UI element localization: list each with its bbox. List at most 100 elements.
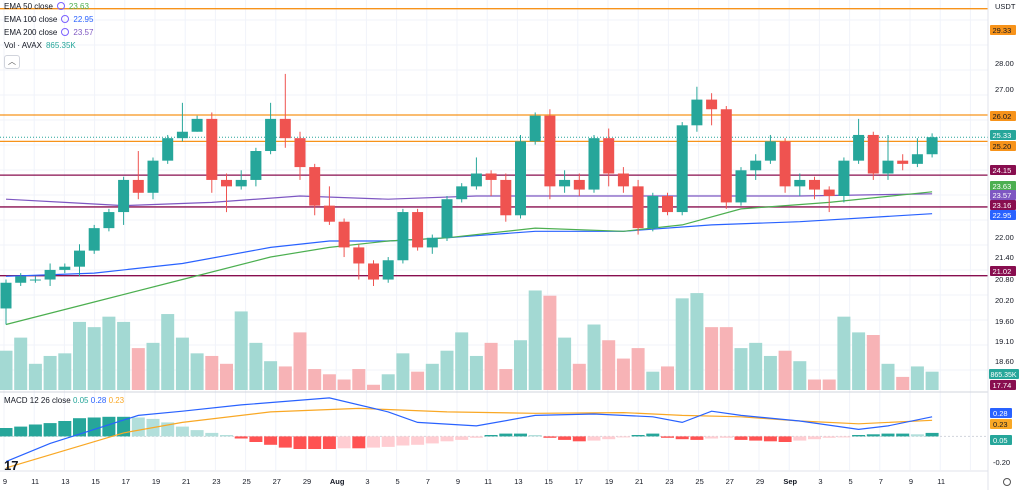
candle-body [265,118,277,152]
macd-histogram-bar [881,433,895,437]
candle-body [338,221,350,248]
candle-body [676,125,688,213]
macd-histogram-bar [308,436,322,449]
candle-body [426,237,438,248]
time-tick: 17 [122,477,130,486]
candle-body [221,179,232,187]
time-tick: 5 [849,477,853,486]
volume-bar [808,379,821,390]
candle-body [147,160,159,193]
macd-histogram-bar [572,436,586,442]
volume-bar [220,363,233,390]
macd-histogram-bar [367,436,380,448]
macd-label: 0.05 [993,436,1008,445]
macd-histogram-bar [646,433,660,437]
candle-body [176,131,188,139]
candle-body [926,137,938,155]
candle-body [309,167,321,206]
ema200-line [5,193,933,207]
volume-bar [352,369,366,390]
macd-label-box [990,408,1012,418]
volume-bar [264,361,278,390]
macd-histogram-bar [440,436,454,442]
macd-histogram-bar [543,436,557,438]
price-tick: 19.10 [995,337,1014,346]
candle-body [397,212,409,261]
macd-histogram-bar [499,433,513,437]
ema50-legend: EMA 50 close 23.63 [4,0,89,13]
candle-body [515,141,526,216]
macd-hist-value: 0.05 [72,396,89,405]
macd-histogram-bar [558,436,572,440]
candle-body [59,266,71,270]
candle-body [235,179,247,187]
time-tick: 27 [726,477,734,486]
macd-histogram-bar [469,436,483,438]
macd-histogram-bar [425,436,439,444]
volume-bar [837,316,851,390]
macd-histogram-bar [73,418,86,437]
candle-body [250,151,262,180]
volume-bar [455,332,469,390]
price-label-box [990,141,1016,151]
candle-body [206,118,218,180]
volume-bar [337,379,351,390]
macd-histogram-bar [749,436,763,441]
volume-label: 865.35K [991,372,1017,379]
candle-body [118,179,130,213]
volume-bar [293,332,307,390]
volume-bar [646,371,660,390]
volume-bar [308,369,322,390]
volume-bar [28,363,42,390]
candle-body [470,173,482,187]
volume-bar [925,371,939,390]
settings-icon[interactable] [61,15,70,23]
macd-signal-value: 0.23 [108,396,125,405]
macd-histogram-bar [411,436,425,445]
candle-body [279,118,291,139]
price-label: 26.02 [993,112,1012,121]
ema50-value: 23.63 [68,2,89,11]
time-tick: 17 [575,477,583,486]
collapse-legend-button[interactable]: ︿ [4,55,20,69]
candle-body [74,250,85,267]
ema200-label: EMA 200 close [4,28,58,37]
price-tick: 18.60 [995,357,1014,366]
settings-icon [1003,478,1011,486]
candle-body [368,263,379,280]
candle-body [617,173,629,187]
candle-body [809,179,820,190]
volume-bar [514,340,527,390]
ema50-label: EMA 50 close [4,2,53,11]
time-tick: 11 [937,477,945,486]
volume-bar [572,363,586,390]
time-tick: 9 [456,477,460,486]
volume-value: 865.35K [45,41,76,50]
macd-label: 0.28 [993,409,1008,418]
settings-icon[interactable] [56,2,65,10]
time-tick: 13 [514,477,522,486]
volume-bar [896,376,910,390]
volume-bar [528,290,542,390]
volume-bar [734,348,748,390]
macd-histogram-bar [866,434,880,437]
time-tick: 13 [61,477,69,486]
price-label: 23.63 [993,182,1012,191]
macd-tick: -0.20 [993,458,1010,467]
volume-bar [690,293,704,390]
macd-histogram-bar [528,435,542,437]
candle-body [559,179,571,187]
macd-histogram-bar [484,435,498,437]
time-tick: 9 [3,477,7,486]
settings-icon[interactable] [61,28,70,36]
candle-body [647,196,659,229]
macd-histogram-bar [734,436,748,440]
candle-body [323,205,335,222]
volume-bar [425,363,439,390]
time-tick: Sep [783,477,797,486]
macd-signal-line [5,407,933,469]
ema200-legend: EMA 200 close 23.57 [4,26,93,39]
macd-histogram-bar [337,436,351,449]
time-tick: 15 [544,477,552,486]
